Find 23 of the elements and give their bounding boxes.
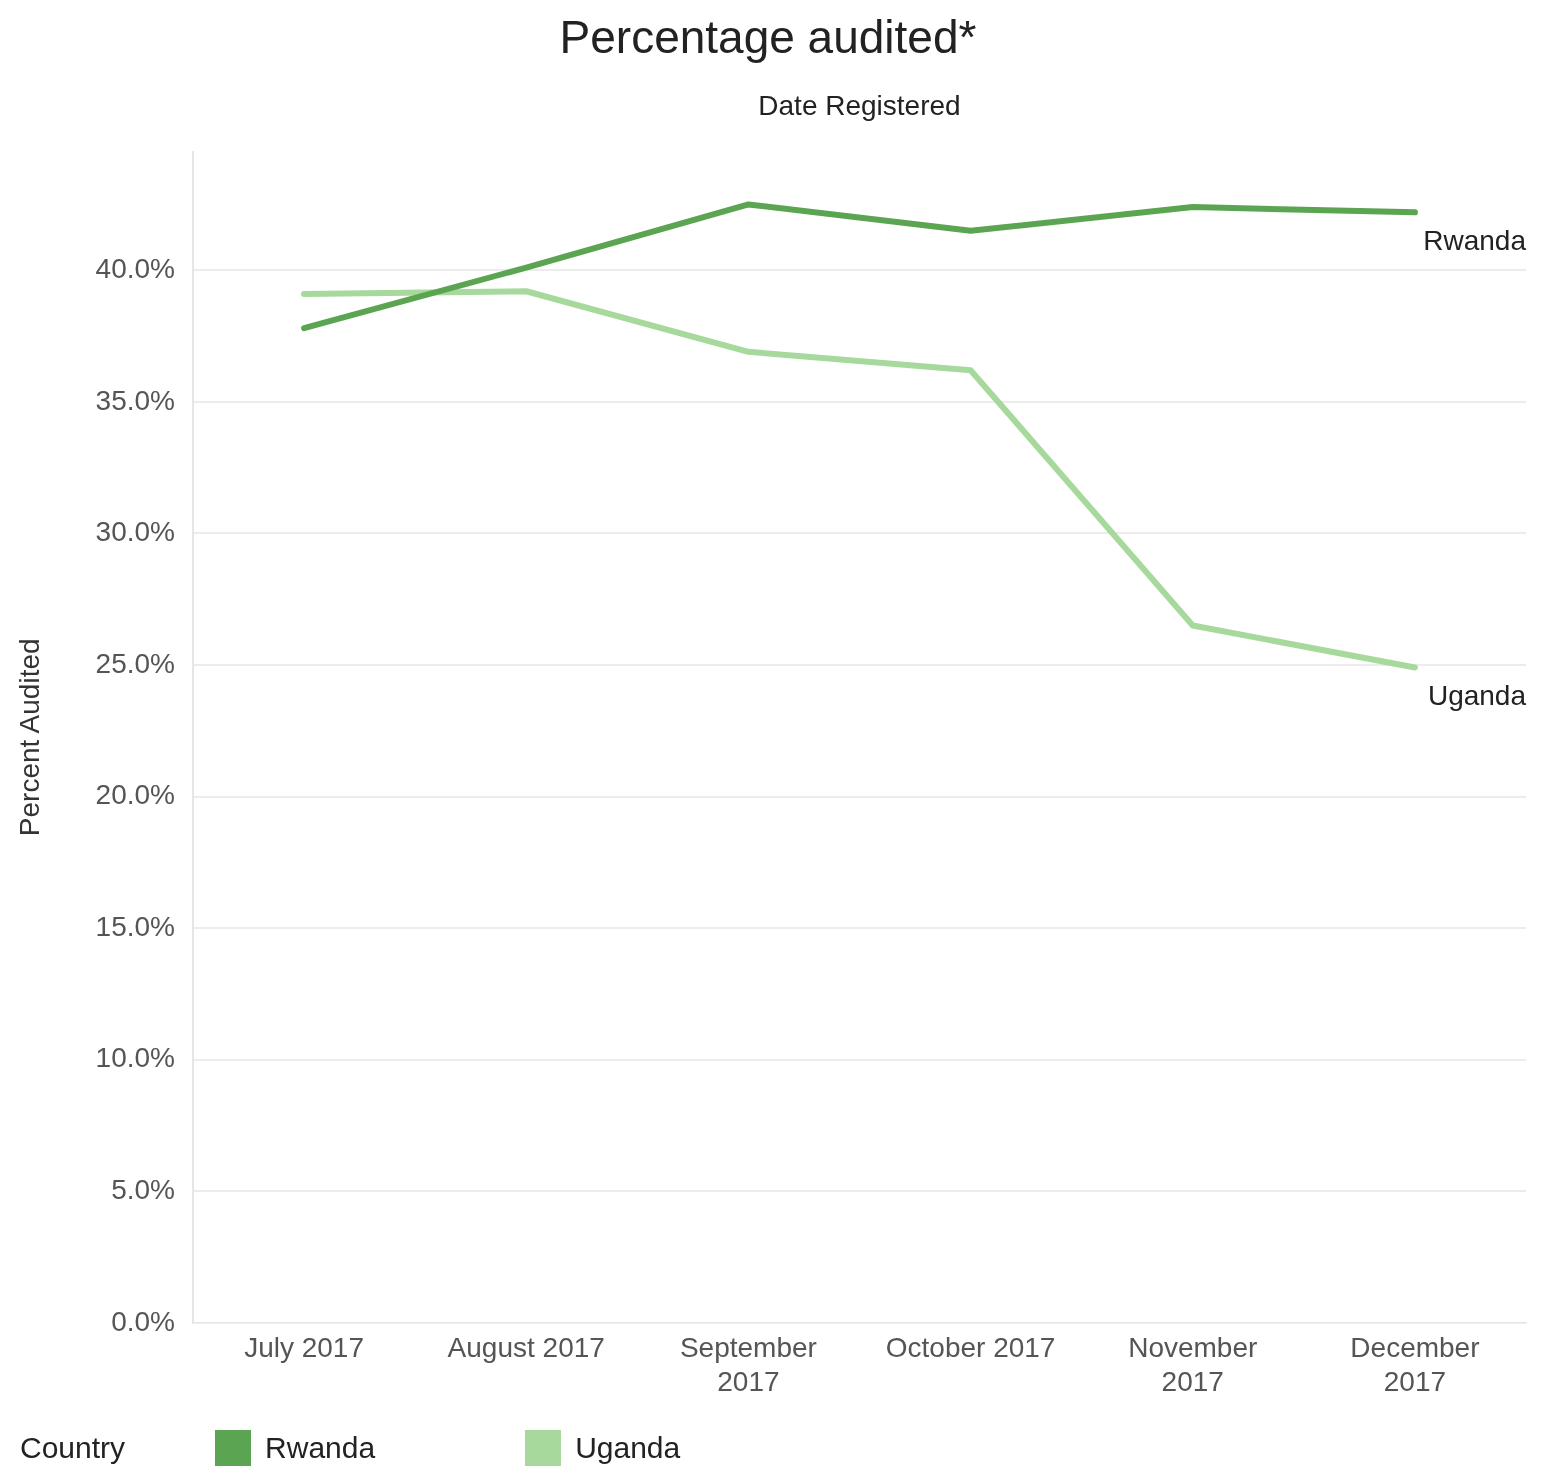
x-tick-label: October 2017	[885, 1332, 1056, 1364]
y-tick-label: 0.0%	[111, 1305, 175, 1337]
y-axis-title: Percent Audited	[13, 638, 45, 837]
legend-label: Rwanda	[265, 1431, 376, 1465]
y-tick-label: 10.0%	[95, 1042, 175, 1074]
y-tick-label: 25.0%	[95, 647, 175, 679]
text: Rwanda	[1423, 225, 1526, 257]
x-tick-label: August 2017	[447, 1332, 605, 1364]
y-tick-label: 35.0%	[95, 384, 175, 416]
x-tick-label: July 2017	[244, 1332, 365, 1364]
y-tick-label: 5.0%	[111, 1173, 175, 1205]
y-tick-label: 15.0%	[95, 910, 175, 942]
y-tick-label: 40.0%	[95, 252, 175, 284]
x-tick-label: December 2017	[1350, 1332, 1480, 1397]
y-tick-label: 20.0%	[95, 779, 175, 811]
x-tick-label: September 2017	[679, 1332, 817, 1397]
x-tick-label: November 2017	[1128, 1332, 1258, 1397]
text: Uganda	[1427, 680, 1526, 712]
y-tick-label: 30.0%	[95, 516, 175, 548]
legend-label: Uganda	[575, 1431, 681, 1465]
legend-title: Country	[20, 1431, 126, 1465]
chart-title: Percentage audited*	[559, 11, 977, 64]
x-axis-title: Date Registered	[758, 89, 961, 121]
